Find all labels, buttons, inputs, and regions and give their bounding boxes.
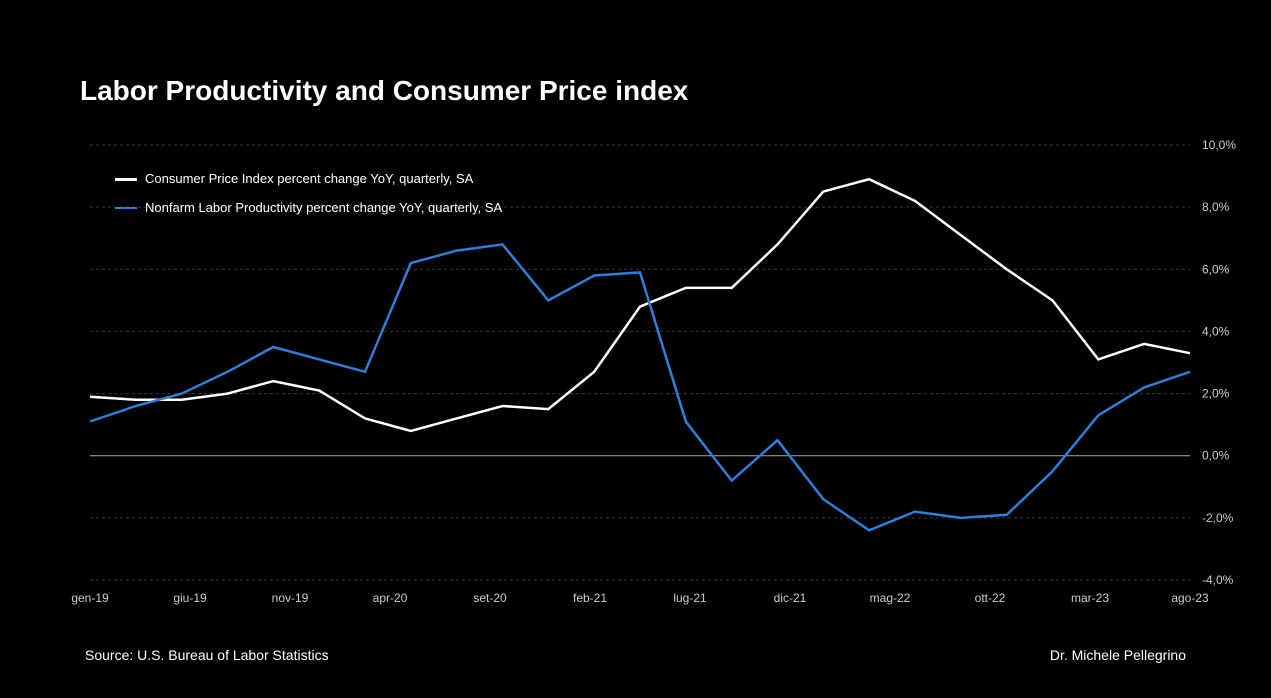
svg-text:mar-23: mar-23 [1071,591,1109,605]
legend-swatch-labor [115,207,137,210]
legend: Consumer Price Index percent change YoY,… [115,165,502,222]
source-text: Source: U.S. Bureau of Labor Statistics [85,647,329,663]
legend-swatch-cpi [115,178,137,181]
svg-text:set-20: set-20 [473,591,507,605]
svg-text:nov-19: nov-19 [272,591,309,605]
svg-text:6,0%: 6,0% [1202,262,1230,276]
svg-text:0,0%: 0,0% [1202,449,1230,463]
svg-text:4,0%: 4,0% [1202,324,1230,338]
author-text: Dr. Michele Pellegrino [1050,647,1186,663]
svg-text:ago-23: ago-23 [1171,591,1209,605]
svg-text:-4,0%: -4,0% [1202,573,1234,587]
legend-item-labor: Nonfarm Labor Productivity percent chang… [115,194,502,223]
legend-item-cpi: Consumer Price Index percent change YoY,… [115,165,502,194]
svg-text:2,0%: 2,0% [1202,387,1230,401]
svg-text:8,0%: 8,0% [1202,200,1230,214]
svg-text:apr-20: apr-20 [373,591,408,605]
chart-title: Labor Productivity and Consumer Price in… [80,75,688,107]
svg-text:dic-21: dic-21 [774,591,807,605]
svg-text:feb-21: feb-21 [573,591,607,605]
chart-area: Consumer Price Index percent change YoY,… [60,135,1190,605]
svg-text:-2,0%: -2,0% [1202,511,1234,525]
svg-text:giu-19: giu-19 [173,591,207,605]
svg-text:ott-22: ott-22 [975,591,1006,605]
legend-label-cpi: Consumer Price Index percent change YoY,… [145,165,473,194]
svg-text:lug-21: lug-21 [673,591,707,605]
legend-label-labor: Nonfarm Labor Productivity percent chang… [145,194,502,223]
svg-text:gen-19: gen-19 [71,591,109,605]
svg-text:10,0%: 10,0% [1202,138,1236,152]
svg-text:mag-22: mag-22 [870,591,911,605]
